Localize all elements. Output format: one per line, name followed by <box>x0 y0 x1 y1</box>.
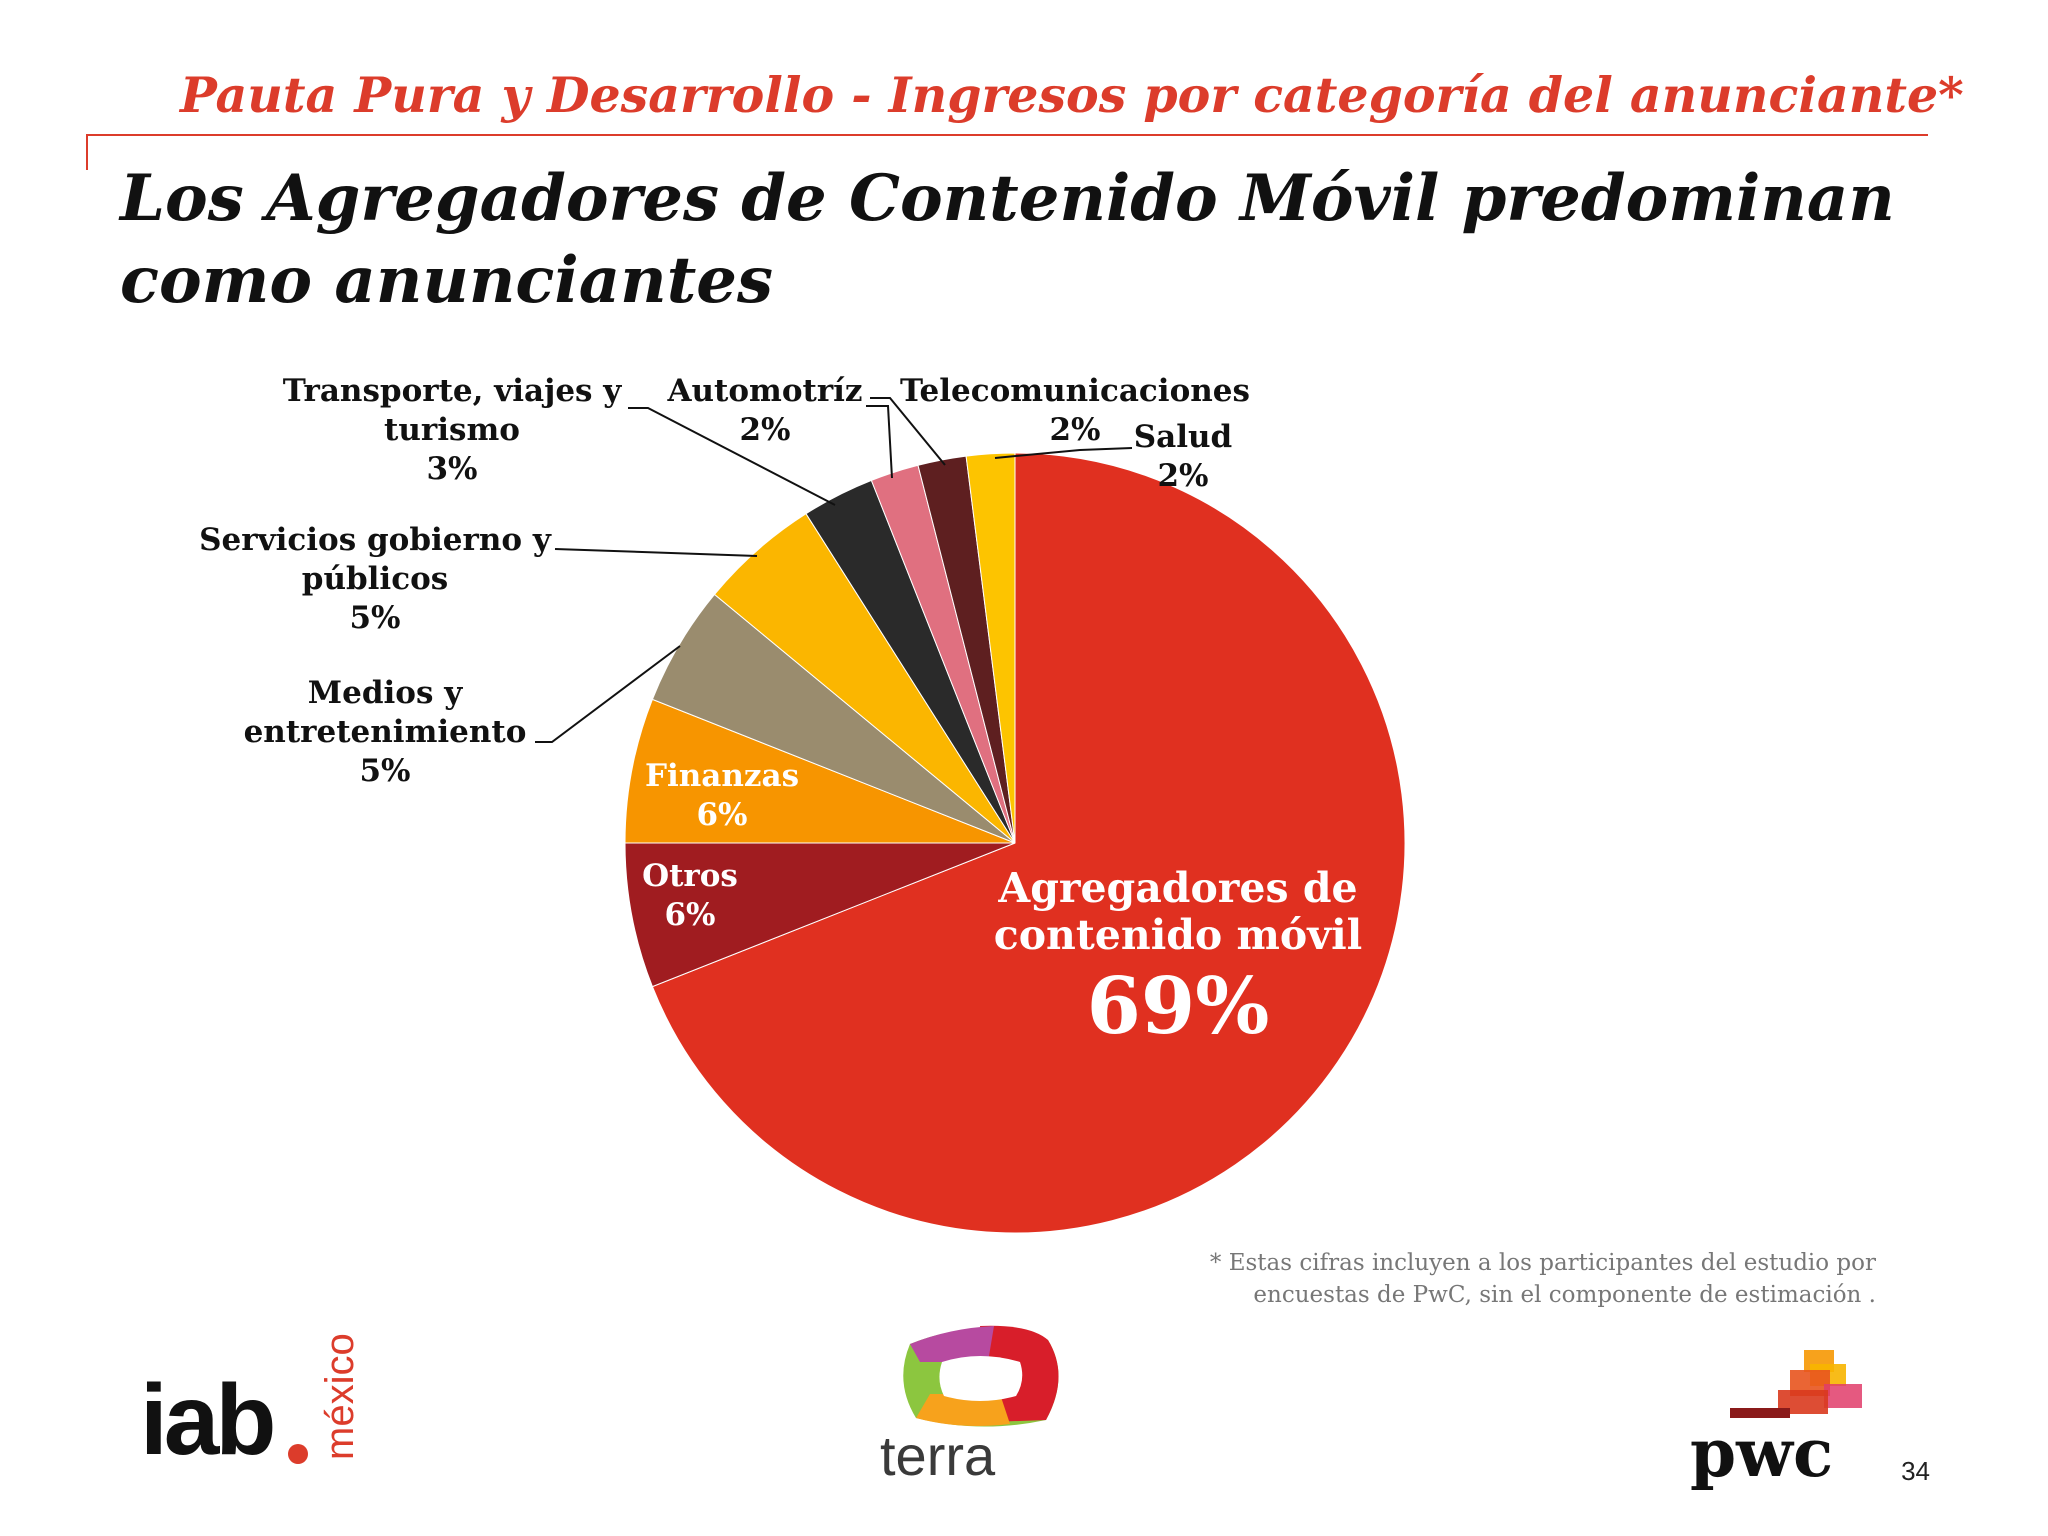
slice-value-agregadores-de-contenido-movil: 69% <box>1087 961 1270 1052</box>
footnote: * Estas cifras incluyen a los participan… <box>1140 1247 1876 1311</box>
slice-value-otros: 6% <box>664 897 715 933</box>
slice-label-servicios-gobierno-y-publicos-1: Servicios gobierno y <box>199 522 552 558</box>
slice-label-transporte-viajes-y-turismo-1: Transporte, viajes y <box>283 373 623 409</box>
iab-logo-word: iab <box>140 1364 276 1476</box>
pie-slice-salud <box>965 452 1016 844</box>
slice-value-telecomunicaciones: 2% <box>1049 412 1100 448</box>
slice-label-transporte-viajes-y-turismo-2: turismo <box>384 412 520 448</box>
slice-label-salud: Salud <box>1134 419 1232 455</box>
slice-label-servicios-gobierno-y-publicos-2: públicos <box>302 561 448 597</box>
terra-logo: terra <box>870 1322 1090 1492</box>
slice-value-automotriz: 2% <box>739 412 790 448</box>
slide-headline: Los Agregadores de Contenido Móvil predo… <box>120 158 1960 322</box>
slice-label-finanzas: Finanzas <box>645 758 799 794</box>
slice-value-medios-y-entretenimiento: 5% <box>359 753 410 789</box>
footnote-line-2: encuestas de PwC, sin el componente de e… <box>1253 1282 1876 1308</box>
leader-line-telecomunicaciones <box>870 397 946 466</box>
headline-line-2: como anunciantes <box>120 243 773 318</box>
leader-line-transporte-viajes-y-turismo <box>628 407 836 506</box>
leader-line-salud <box>994 447 1133 459</box>
pie-slice-otros <box>624 842 1016 988</box>
title-rule-tick <box>86 134 88 170</box>
slice-label-automotriz: Automotríz <box>666 373 862 409</box>
title-rule <box>86 134 1928 136</box>
footnote-line-1: * Estas cifras incluyen a los participan… <box>1209 1250 1876 1276</box>
pwc-logo-icon <box>1730 1350 1862 1418</box>
slice-label-medios-y-entretenimiento-1: Medios y <box>308 675 463 711</box>
pwc-logo-word: pwc <box>1690 1414 1834 1492</box>
slice-value-finanzas: 6% <box>696 797 747 833</box>
iab-mexico-logo: iab méxico <box>140 1330 362 1480</box>
pie-slice-agregadores-de-contenido-movil <box>651 452 1406 1234</box>
headline-line-1: Los Agregadores de Contenido Móvil predo… <box>120 161 1895 236</box>
iab-logo-dot <box>288 1444 308 1464</box>
slice-label-otros: Otros <box>642 858 738 894</box>
leader-line-automotriz <box>866 405 893 479</box>
slice-label-medios-y-entretenimiento-2: entretenimiento <box>244 714 527 750</box>
iab-logo-mexico: méxico <box>318 1333 362 1460</box>
terra-logo-icon <box>903 1325 1059 1427</box>
slice-label-telecomunicaciones: Telecomunicaciones <box>900 373 1250 409</box>
slice-label-agregadores-de-contenido-movil-1: Agregadores de <box>997 864 1357 912</box>
section-title: Pauta Pura y Desarrollo - Ingresos por c… <box>180 66 1964 124</box>
leader-line-medios-y-entretenimiento <box>535 645 681 743</box>
slice-value-servicios-gobierno-y-publicos: 5% <box>349 600 400 636</box>
slice-value-salud: 2% <box>1157 458 1208 494</box>
leader-line-servicios-gobierno-y-publicos <box>554 548 758 557</box>
page-number: 34 <box>1901 1456 1930 1486</box>
slice-value-transporte-viajes-y-turismo: 3% <box>426 451 477 487</box>
slice-label-agregadores-de-contenido-movil-2: contenido móvil <box>994 911 1363 959</box>
terra-logo-word: terra <box>880 1424 996 1487</box>
pwc-logo: pwc <box>1690 1350 1880 1490</box>
pie-slice-finanzas <box>624 698 1016 844</box>
